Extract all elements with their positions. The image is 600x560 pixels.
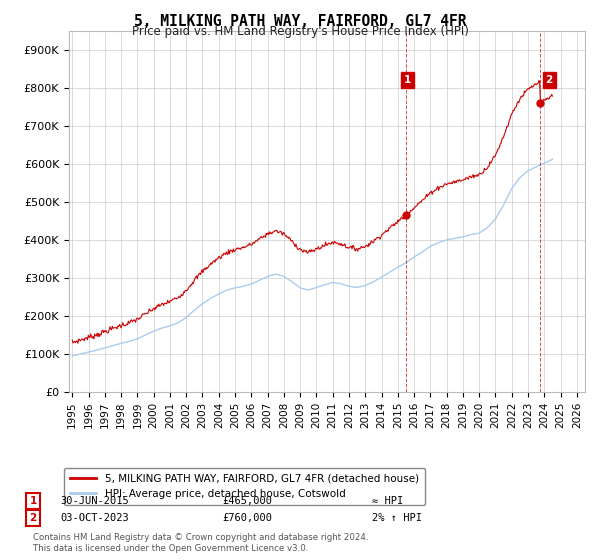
Text: 30-JUN-2015: 30-JUN-2015 (60, 496, 129, 506)
Text: ≈ HPI: ≈ HPI (372, 496, 403, 506)
Text: 2: 2 (29, 513, 37, 523)
Text: £760,000: £760,000 (222, 513, 272, 523)
Text: Price paid vs. HM Land Registry's House Price Index (HPI): Price paid vs. HM Land Registry's House … (131, 25, 469, 38)
Legend: 5, MILKING PATH WAY, FAIRFORD, GL7 4FR (detached house), HPI: Average price, det: 5, MILKING PATH WAY, FAIRFORD, GL7 4FR (… (64, 468, 425, 505)
Text: 03-OCT-2023: 03-OCT-2023 (60, 513, 129, 523)
Text: Contains HM Land Registry data © Crown copyright and database right 2024.
This d: Contains HM Land Registry data © Crown c… (33, 533, 368, 553)
Text: 5, MILKING PATH WAY, FAIRFORD, GL7 4FR: 5, MILKING PATH WAY, FAIRFORD, GL7 4FR (134, 14, 466, 29)
Text: 2% ↑ HPI: 2% ↑ HPI (372, 513, 422, 523)
Text: 2: 2 (545, 75, 553, 85)
Text: 1: 1 (404, 75, 411, 85)
Text: £465,000: £465,000 (222, 496, 272, 506)
Text: 1: 1 (29, 496, 37, 506)
